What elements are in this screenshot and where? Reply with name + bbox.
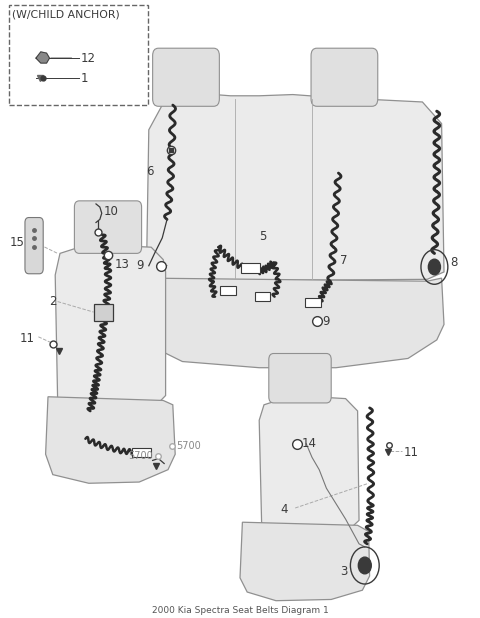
Circle shape	[428, 259, 441, 275]
Text: 9: 9	[323, 315, 330, 328]
Text: 3: 3	[341, 565, 348, 578]
Text: 4: 4	[280, 503, 288, 517]
Text: 5700: 5700	[177, 441, 202, 451]
Text: 11: 11	[403, 446, 418, 459]
Bar	[94, 304, 113, 321]
FancyBboxPatch shape	[74, 201, 142, 253]
Text: 7: 7	[340, 254, 348, 268]
Text: 10: 10	[103, 205, 118, 218]
Text: 9: 9	[136, 259, 144, 273]
Text: 6: 6	[146, 165, 154, 179]
Text: 13: 13	[114, 258, 129, 271]
Text: 12: 12	[81, 51, 96, 65]
PathPatch shape	[144, 278, 444, 368]
PathPatch shape	[240, 522, 370, 601]
PathPatch shape	[146, 94, 444, 281]
Circle shape	[358, 557, 372, 574]
Text: 5: 5	[259, 229, 266, 243]
Polygon shape	[36, 52, 49, 63]
Text: (W/CHILD ANCHOR): (W/CHILD ANCHOR)	[12, 10, 120, 20]
Text: 5700: 5700	[129, 451, 154, 461]
PathPatch shape	[55, 244, 166, 405]
Text: 15: 15	[10, 235, 24, 249]
Text: 14: 14	[301, 437, 316, 451]
Bar	[219, 286, 236, 295]
FancyBboxPatch shape	[269, 353, 331, 403]
FancyBboxPatch shape	[153, 48, 219, 106]
Text: 8: 8	[450, 256, 457, 269]
Bar	[132, 447, 151, 457]
Text: 1: 1	[81, 72, 88, 85]
FancyBboxPatch shape	[311, 48, 378, 106]
Bar	[255, 292, 270, 301]
Text: 2000 Kia Spectra Seat Belts Diagram 1: 2000 Kia Spectra Seat Belts Diagram 1	[152, 606, 328, 615]
PathPatch shape	[46, 397, 175, 483]
Bar	[241, 263, 260, 273]
Bar	[305, 298, 321, 307]
Text: 11: 11	[19, 332, 34, 345]
Text: 2: 2	[49, 295, 57, 308]
FancyBboxPatch shape	[25, 218, 43, 274]
PathPatch shape	[259, 396, 359, 530]
